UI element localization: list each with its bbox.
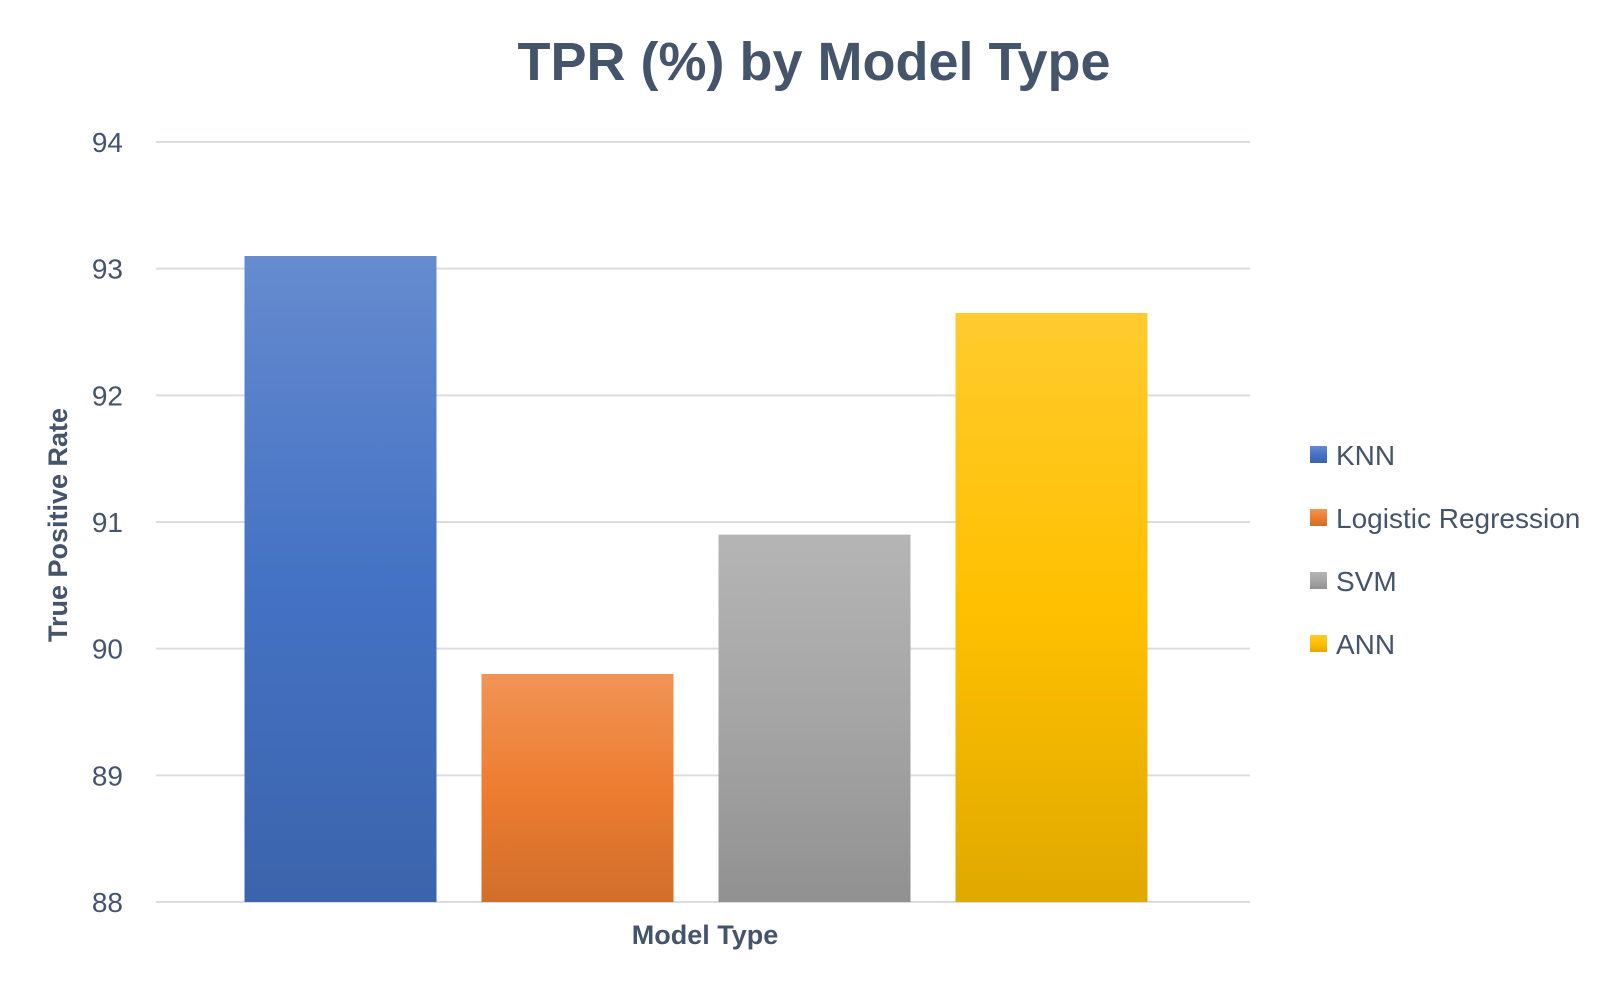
chart-title: TPR (%) by Model Type — [517, 32, 1110, 92]
y-tick-label: 94 — [92, 127, 123, 158]
legend: KNN Logistic Regression SVM ANN — [1310, 440, 1580, 660]
legend-swatch — [1310, 446, 1327, 463]
legend-label: KNN — [1336, 440, 1395, 471]
bar-svm — [718, 534, 911, 902]
y-tick-label: 93 — [92, 254, 123, 285]
legend-label: Logistic Regression — [1336, 503, 1580, 534]
legend-label: SVM — [1336, 566, 1397, 597]
legend-label: ANN — [1336, 629, 1395, 660]
x-axis-label: Model Type — [632, 920, 779, 950]
y-axis-label: True Positive Rate — [43, 408, 73, 642]
legend-swatch — [1310, 509, 1327, 526]
y-tick-label: 91 — [92, 507, 123, 538]
legend-swatch — [1310, 572, 1327, 589]
bar-knn — [244, 256, 437, 902]
bar-logistic-regression — [481, 674, 674, 902]
legend-swatch — [1310, 635, 1327, 652]
y-tick-label: 90 — [92, 634, 123, 665]
y-axis-ticks: 88 89 90 91 92 93 94 — [92, 127, 123, 918]
y-tick-label: 89 — [92, 760, 123, 791]
bars — [244, 256, 1148, 902]
y-tick-label: 88 — [92, 887, 123, 918]
y-tick-label: 92 — [92, 380, 123, 411]
bar-ann — [955, 313, 1148, 902]
